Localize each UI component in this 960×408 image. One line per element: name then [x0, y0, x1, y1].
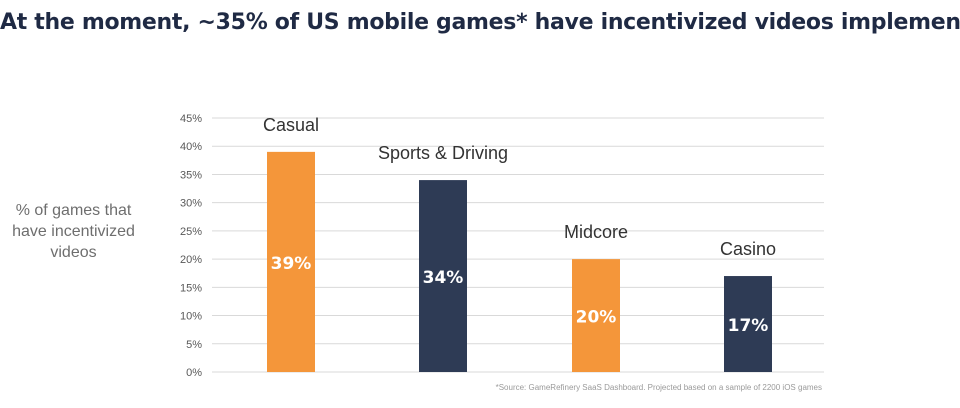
data-label: 34% — [423, 268, 464, 288]
category-label: Sports & Driving — [378, 143, 508, 163]
category-label: Casual — [263, 115, 319, 135]
y-tick-label: 10% — [180, 311, 202, 323]
y-tick-label: 35% — [180, 169, 202, 181]
y-tick-label: 5% — [186, 339, 202, 351]
y-tick-label: 0% — [186, 367, 202, 379]
data-label: 39% — [271, 254, 312, 274]
category-label: Casino — [720, 239, 776, 259]
y-tick-label: 40% — [180, 141, 202, 153]
y-tick-label: 30% — [180, 198, 202, 210]
y-axis-label-line: videos — [50, 244, 97, 261]
y-tick-label: 15% — [180, 282, 202, 294]
source-note: *Source: GameRefinery SaaS Dashboard. Pr… — [495, 383, 822, 392]
bar — [724, 276, 772, 372]
y-tick-label: 25% — [180, 226, 202, 238]
chart-title: At the moment, ~35% of US mobile games* … — [0, 10, 960, 35]
y-axis-label: % of games that have incentivized videos — [6, 200, 141, 263]
bar — [267, 151, 315, 372]
y-tick-label: 20% — [180, 254, 202, 266]
bar — [419, 180, 467, 372]
data-label: 20% — [576, 308, 617, 328]
data-label: 17% — [728, 316, 769, 336]
y-tick-label: 45% — [180, 113, 202, 125]
category-label: Midcore — [564, 222, 628, 242]
y-axis-label-line: have incentivized — [12, 223, 135, 240]
bar — [572, 259, 620, 372]
y-axis-label-line: % of games that — [15, 202, 132, 219]
